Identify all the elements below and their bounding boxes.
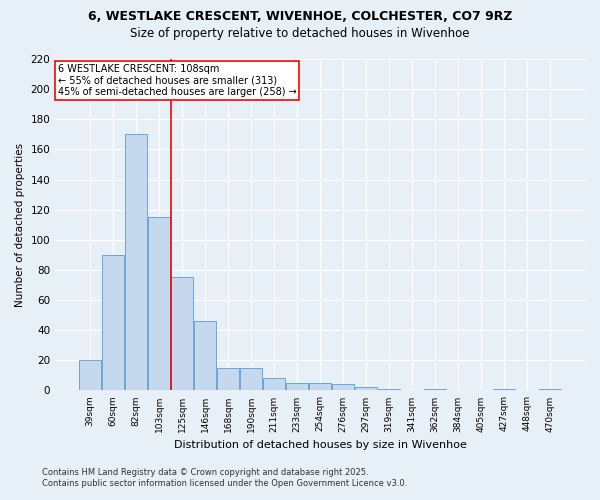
Bar [378,389,400,390]
Bar [424,389,446,390]
Bar [286,383,308,390]
Text: Contains HM Land Registry data © Crown copyright and database right 2025.
Contai: Contains HM Land Registry data © Crown c… [42,468,407,487]
Bar [102,255,124,390]
Bar [125,134,147,390]
Y-axis label: Number of detached properties: Number of detached properties [15,142,25,307]
Bar [263,378,285,390]
Bar [355,388,377,390]
Text: 6, WESTLAKE CRESCENT, WIVENHOE, COLCHESTER, CO7 9RZ: 6, WESTLAKE CRESCENT, WIVENHOE, COLCHEST… [88,10,512,23]
Bar [194,321,216,390]
Text: Size of property relative to detached houses in Wivenhoe: Size of property relative to detached ho… [130,28,470,40]
X-axis label: Distribution of detached houses by size in Wivenhoe: Distribution of detached houses by size … [173,440,467,450]
Bar [539,389,561,390]
Bar [309,383,331,390]
Bar [148,217,170,390]
Bar [217,368,239,390]
Bar [79,360,101,390]
Bar [493,389,515,390]
Bar [332,384,354,390]
Bar [171,278,193,390]
Bar [240,368,262,390]
Text: 6 WESTLAKE CRESCENT: 108sqm
← 55% of detached houses are smaller (313)
45% of se: 6 WESTLAKE CRESCENT: 108sqm ← 55% of det… [58,64,296,97]
